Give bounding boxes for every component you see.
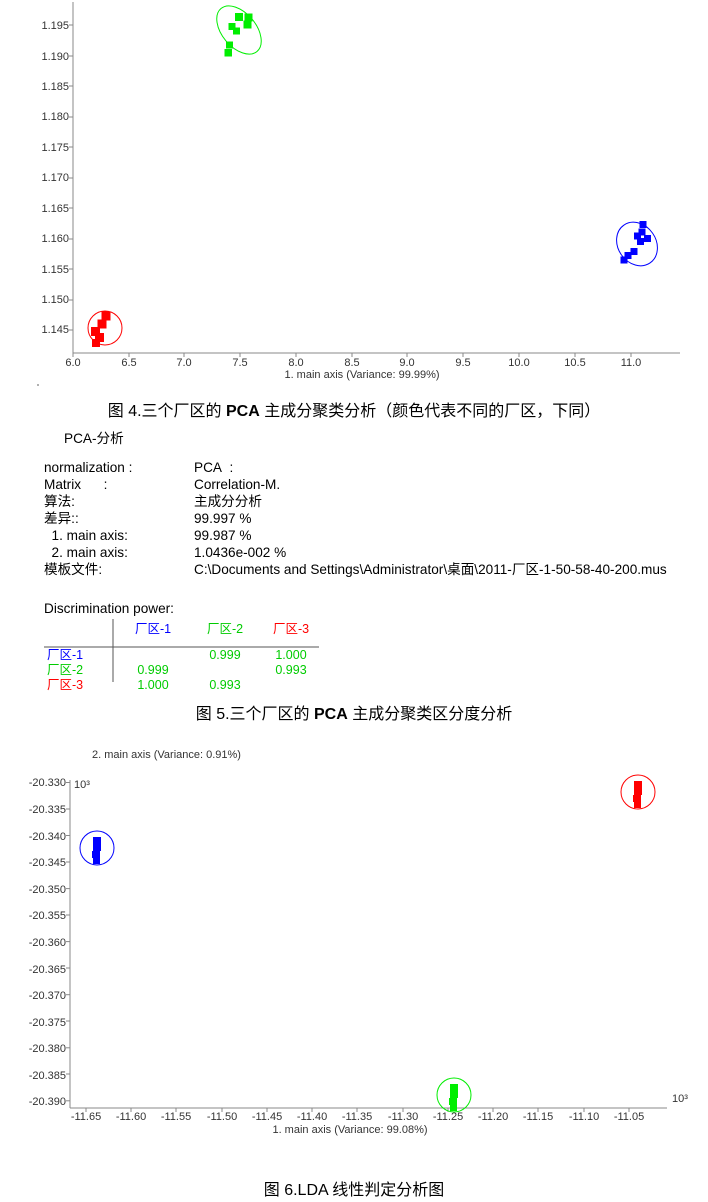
svg-text:2. main axis (Variance: 0.91%): 2. main axis (Variance: 0.91%) [92, 749, 241, 761]
svg-text:10.5: 10.5 [564, 357, 585, 369]
svg-text:-20.390: -20.390 [29, 1096, 66, 1108]
svg-text:-11.60: -11.60 [116, 1111, 146, 1123]
svg-text:-20.355: -20.355 [29, 910, 66, 922]
svg-text:6.5: 6.5 [121, 357, 136, 369]
svg-text:-11.40: -11.40 [297, 1111, 327, 1123]
svg-text:-20.350: -20.350 [29, 884, 66, 896]
svg-text:1.195: 1.195 [41, 20, 69, 32]
svg-text:-11.65: -11.65 [71, 1111, 101, 1123]
svg-text:-11.35: -11.35 [342, 1111, 372, 1123]
svg-text:1.155: 1.155 [41, 264, 69, 276]
svg-text:-20.385: -20.385 [29, 1070, 66, 1082]
svg-text:7.5: 7.5 [232, 357, 247, 369]
svg-text:1.150: 1.150 [41, 294, 69, 306]
svg-text:8.5: 8.5 [344, 357, 359, 369]
svg-text:0.993: 0.993 [275, 663, 306, 677]
svg-text:10.0: 10.0 [508, 357, 529, 369]
svg-text:厂区-1: 厂区-1 [135, 622, 171, 636]
svg-text:-20.345: -20.345 [29, 857, 66, 869]
svg-text:-20.375: -20.375 [29, 1017, 66, 1029]
svg-text:-11.05: -11.05 [614, 1111, 644, 1123]
svg-text:-20.380: -20.380 [29, 1043, 66, 1055]
svg-text:1.190: 1.190 [41, 51, 69, 63]
svg-text:-11.10: -11.10 [569, 1111, 599, 1123]
svg-text:-20.335: -20.335 [29, 804, 66, 816]
svg-text:0.999: 0.999 [209, 648, 240, 662]
svg-text:厂区-1: 厂区-1 [47, 648, 83, 662]
svg-text:1.160: 1.160 [41, 233, 69, 245]
svg-text:11.0: 11.0 [621, 357, 642, 369]
svg-text:10³: 10³ [672, 1093, 688, 1105]
svg-text:0.999: 0.999 [137, 663, 168, 677]
svg-text:-11.30: -11.30 [388, 1111, 418, 1123]
svg-text:1.000: 1.000 [137, 678, 168, 692]
svg-text:1.185: 1.185 [41, 81, 69, 93]
svg-text:厂区-3: 厂区-3 [273, 622, 309, 636]
svg-text:1.165: 1.165 [41, 203, 69, 215]
svg-text:厂区-2: 厂区-2 [47, 663, 83, 677]
svg-text:8.0: 8.0 [288, 357, 303, 369]
svg-text:1.145: 1.145 [41, 324, 69, 336]
svg-text:-20.365: -20.365 [29, 964, 66, 976]
svg-text:1.180: 1.180 [41, 111, 69, 123]
svg-text:-11.25: -11.25 [433, 1111, 463, 1123]
svg-text:-11.50: -11.50 [207, 1111, 237, 1123]
svg-text:1.000: 1.000 [275, 648, 306, 662]
svg-text:-20.330: -20.330 [29, 777, 66, 789]
svg-text:0.993: 0.993 [209, 678, 240, 692]
svg-text:-20.370: -20.370 [29, 990, 66, 1002]
svg-text:9.5: 9.5 [455, 357, 470, 369]
svg-text:-11.15: -11.15 [523, 1111, 553, 1123]
svg-text:1.170: 1.170 [41, 172, 69, 184]
svg-text:1. main axis (Variance: 99.08%: 1. main axis (Variance: 99.08%) [272, 1124, 427, 1136]
svg-text:7.0: 7.0 [176, 357, 191, 369]
svg-text:-20.360: -20.360 [29, 937, 66, 949]
svg-text:-20.340: -20.340 [29, 831, 66, 843]
svg-text:-11.55: -11.55 [161, 1111, 191, 1123]
svg-text:-11.20: -11.20 [478, 1111, 508, 1123]
svg-text:1. main axis (Variance: 99.99%: 1. main axis (Variance: 99.99%) [284, 369, 439, 381]
svg-text:6.0: 6.0 [65, 357, 80, 369]
svg-text:1.175: 1.175 [41, 142, 69, 154]
svg-text:9.0: 9.0 [399, 357, 414, 369]
svg-text:厂区-3: 厂区-3 [47, 678, 83, 692]
svg-text:10³: 10³ [74, 779, 90, 791]
svg-text:厂区-2: 厂区-2 [207, 622, 243, 636]
svg-text:-11.45: -11.45 [252, 1111, 282, 1123]
